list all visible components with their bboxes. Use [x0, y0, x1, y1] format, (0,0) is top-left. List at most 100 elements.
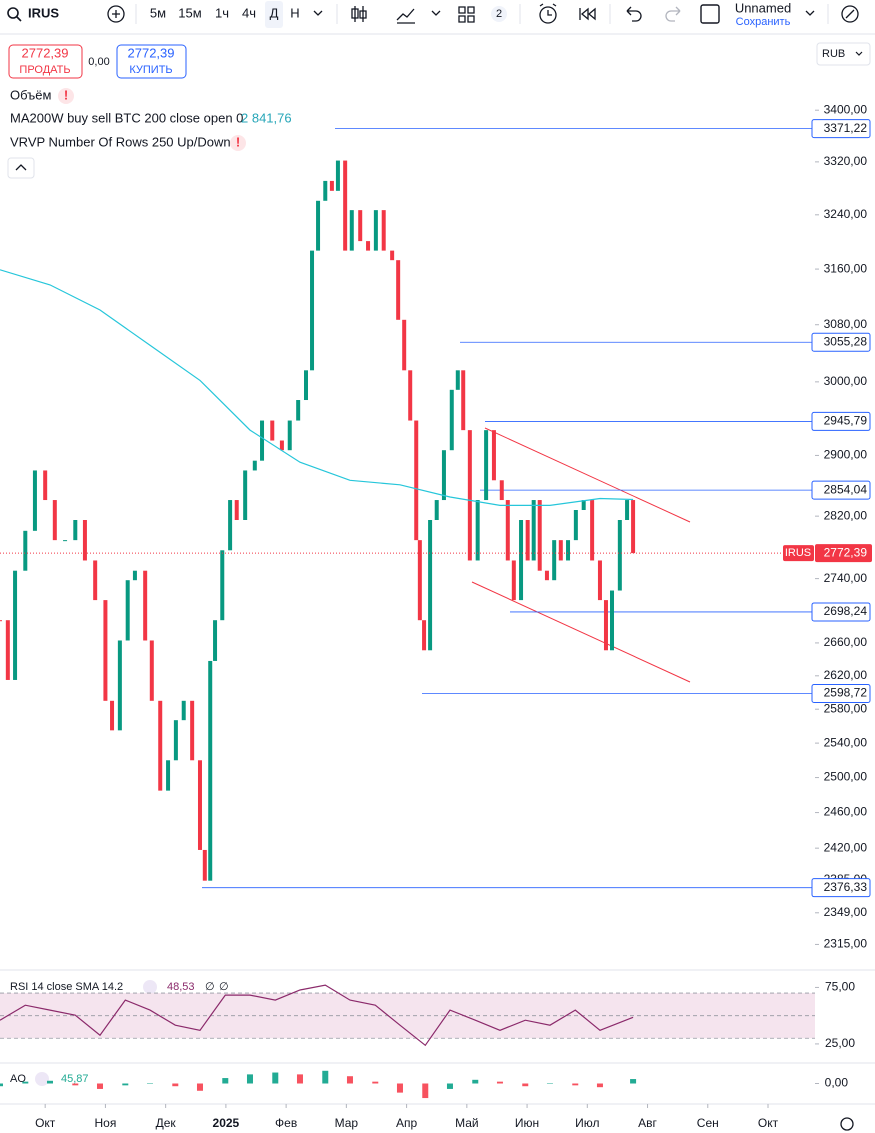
- layouts[interactable]: [458, 6, 475, 23]
- ao-bar: [122, 1083, 129, 1086]
- currency-menu[interactable]: [855, 51, 863, 56]
- add-symbol[interactable]: [107, 5, 125, 23]
- save-button[interactable]: Сохранить: [736, 16, 791, 28]
- rsi-title[interactable]: RSI 14 close SMA 14.2: [10, 981, 123, 993]
- interval-button[interactable]: 1ч: [215, 5, 229, 20]
- search-icon[interactable]: [7, 7, 19, 19]
- candle: [228, 500, 233, 551]
- candle: [631, 500, 636, 554]
- interval-button[interactable]: Н: [290, 5, 299, 20]
- x-tick-label: Ноя: [94, 1116, 116, 1130]
- ao-bar: [372, 1081, 379, 1084]
- rsi-value: 48,53: [167, 981, 195, 993]
- candle: [208, 660, 213, 881]
- candle: [343, 160, 348, 251]
- add-symbol[interactable]: [112, 10, 120, 18]
- interval-button[interactable]: 5м: [150, 5, 166, 20]
- layouts-badge-bg: [491, 6, 507, 22]
- candle: [316, 200, 321, 251]
- candle: [310, 250, 315, 371]
- ao-title[interactable]: AO: [10, 1073, 26, 1085]
- candle: [566, 540, 571, 561]
- trend-channel-line[interactable]: [484, 427, 691, 523]
- currency[interactable]: RUB: [822, 48, 845, 60]
- candle: [117, 640, 122, 731]
- candle: [323, 180, 328, 201]
- candle: [82, 520, 87, 561]
- currency-button[interactable]: [816, 42, 871, 66]
- indicators-menu[interactable]: [431, 10, 441, 16]
- candle: [402, 319, 407, 371]
- buy-button[interactable]: [116, 44, 187, 79]
- rsi-extra: ∅: [219, 981, 229, 993]
- warning-badge[interactable]: [230, 135, 246, 151]
- interval-button[interactable]: Д: [270, 5, 279, 20]
- layouts-badge[interactable]: 2: [496, 8, 502, 20]
- sell-button[interactable]: [8, 44, 83, 79]
- ao-bar: [472, 1079, 479, 1084]
- y-tick-label: 2540,00: [824, 735, 868, 749]
- ao-bar: [596, 1083, 603, 1088]
- candle: [296, 400, 301, 421]
- redo[interactable]: [665, 6, 681, 22]
- axis-settings[interactable]: [840, 1117, 854, 1131]
- y-tick-label: 2349,00: [824, 905, 868, 919]
- select-toggle[interactable]: [700, 4, 720, 24]
- collapse-legend[interactable]: [7, 157, 35, 179]
- indicator-name[interactable]: Объём: [10, 87, 51, 102]
- ao-bar: [0, 1083, 3, 1087]
- search-icon[interactable]: [16, 16, 22, 22]
- level-label: 2698,24: [824, 604, 868, 618]
- level-label: 3055,28: [824, 334, 868, 348]
- layout-menu[interactable]: [805, 10, 815, 16]
- interval-button[interactable]: 15м: [178, 5, 201, 20]
- x-tick-label: Окт: [35, 1116, 56, 1130]
- last-price-bg: [815, 544, 872, 563]
- warning-badge: !: [236, 134, 240, 149]
- settings-icon[interactable]: [845, 9, 855, 19]
- warning-badge: !: [64, 87, 68, 102]
- y-tick-label: 2820,00: [824, 508, 868, 522]
- level-label: 2376,33: [824, 880, 868, 894]
- settings-icon[interactable]: [841, 5, 859, 23]
- candle: [43, 470, 48, 501]
- x-tick-label: Июл: [575, 1116, 599, 1130]
- layout-name[interactable]: Unnamed: [735, 0, 791, 15]
- indicator-name[interactable]: MA200W buy sell BTC 200 close open 0: [10, 110, 243, 125]
- alert[interactable]: [539, 3, 557, 16]
- ao-icon[interactable]: [35, 1072, 49, 1086]
- alert[interactable]: [539, 6, 557, 24]
- toolbar: [0, 0, 875, 30]
- trend-channel-line[interactable]: [471, 581, 691, 683]
- level-label: 2945,79: [824, 414, 868, 428]
- level-label-bg: [811, 878, 871, 898]
- ao-bar: [196, 1083, 203, 1091]
- candle: [23, 530, 28, 571]
- rsi-icon[interactable]: [143, 980, 157, 994]
- sell-label: ПРОДАТЬ: [19, 64, 70, 76]
- candle: [505, 500, 510, 561]
- x-tick-label: Мар: [335, 1116, 359, 1130]
- candle: [329, 180, 334, 191]
- y-tick-label: 2460,00: [824, 805, 868, 819]
- chart-type[interactable]: [351, 6, 367, 22]
- candle: [252, 460, 257, 471]
- candle: [143, 570, 148, 641]
- candle: [610, 590, 615, 651]
- replay[interactable]: [579, 7, 596, 21]
- indicators[interactable]: [396, 8, 415, 24]
- undo[interactable]: [626, 6, 642, 22]
- candle: [279, 440, 284, 451]
- interval-button[interactable]: 4ч: [242, 5, 256, 20]
- interval-menu[interactable]: [313, 10, 323, 16]
- candle: [552, 540, 557, 581]
- spread: 0,00: [88, 56, 109, 68]
- symbol[interactable]: IRUS: [28, 5, 59, 20]
- candle: [110, 700, 115, 731]
- buy-price: 2772,39: [128, 45, 175, 60]
- indicator-name[interactable]: VRVP Number Of Rows 250 Up/Down: [10, 134, 231, 149]
- collapse-legend[interactable]: [15, 164, 27, 171]
- warning-badge[interactable]: [58, 88, 74, 104]
- x-tick-label: Окт: [758, 1116, 779, 1130]
